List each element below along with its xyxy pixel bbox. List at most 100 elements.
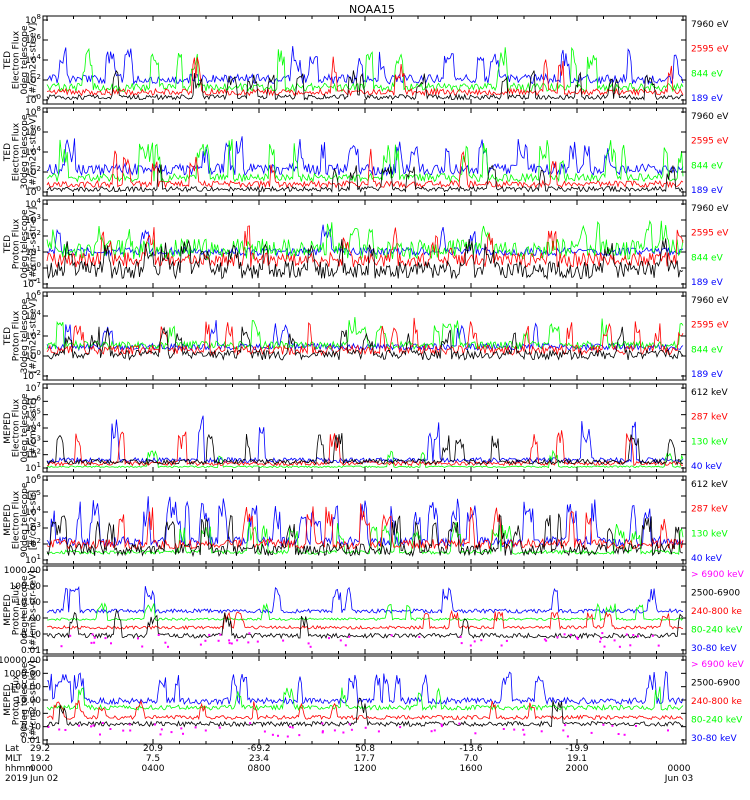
series-magenta-point <box>277 734 279 737</box>
y-tick-label: 100.00 <box>10 582 42 592</box>
x-tick-label: 0000 <box>30 764 53 774</box>
series-magenta-point <box>474 732 477 735</box>
legend-entry: > 6900 keV <box>691 660 745 670</box>
series-black <box>46 433 684 466</box>
y-axis-label: Electron Flux <box>12 122 22 181</box>
series-black <box>46 326 684 361</box>
series-blue <box>46 585 684 615</box>
x-tick-label: 23.4 <box>249 754 269 764</box>
series-blue <box>46 136 684 177</box>
series-magenta-point <box>576 637 579 640</box>
series-green <box>46 449 684 469</box>
series-magenta-point <box>167 645 169 648</box>
series-magenta-point <box>263 730 266 733</box>
y-tick-label: 10000.00 <box>0 656 41 666</box>
legend-entry: 612 keV <box>691 388 728 398</box>
series-magenta-point <box>182 732 184 735</box>
series-magenta-point <box>590 731 593 734</box>
series-magenta-point <box>342 731 345 734</box>
series-magenta-point <box>333 729 336 732</box>
x-tick-label: Jun 03 <box>664 774 693 784</box>
legend-entry: 130 keV <box>691 529 728 539</box>
x-row-label: MLT <box>5 754 23 764</box>
legend-entry: 844 eV <box>691 253 724 263</box>
legend-entry: 612 keV <box>691 480 728 490</box>
x-tick-label: 0800 <box>248 764 271 774</box>
x-tick-label: -13.6 <box>459 744 483 754</box>
y-axis-label: TED <box>3 51 13 70</box>
series-magenta-point <box>545 639 548 642</box>
series-magenta-point <box>523 733 526 736</box>
series-magenta-point <box>208 633 211 636</box>
series-blue <box>46 496 684 548</box>
series-magenta-point <box>109 728 112 730</box>
series-green <box>46 219 684 261</box>
legend-entry: 2595 eV <box>691 229 729 239</box>
legend-entry: 7960 eV <box>691 20 729 30</box>
series-magenta-point <box>247 641 250 644</box>
series-magenta-point <box>321 730 324 733</box>
legend-entry: 189 eV <box>691 186 724 196</box>
series-magenta-point <box>69 634 72 637</box>
series-magenta-point <box>93 636 96 639</box>
series-magenta-point <box>256 640 259 643</box>
series-magenta-point <box>629 644 632 647</box>
x-tick-label: 29.2 <box>30 744 50 754</box>
series-magenta-point <box>632 634 635 636</box>
y-axis-label: 0deg telescope <box>20 209 30 279</box>
series-magenta-point <box>651 634 654 637</box>
series-magenta-point <box>399 726 402 729</box>
legend-entry: 287 keV <box>691 505 728 515</box>
y-axis-label: 0deg telescope <box>20 393 30 463</box>
series-magenta-point <box>564 724 567 727</box>
y-axis-label: MEPED <box>3 594 13 626</box>
x-tick-label: 19.2 <box>30 754 50 764</box>
x-row-label: Lat <box>5 744 20 754</box>
series-magenta-point <box>667 729 669 732</box>
series-magenta-point <box>93 641 96 644</box>
series-magenta-point <box>618 645 621 648</box>
y-axis-label: 0deg telescope <box>20 575 30 645</box>
series-magenta-point <box>228 642 231 645</box>
legend-entry: 287 keV <box>691 413 728 423</box>
series-magenta-point <box>563 633 566 636</box>
series-magenta-point <box>248 632 251 635</box>
series-magenta-point <box>91 633 94 636</box>
legend-entry: 30-80 keV <box>691 734 737 744</box>
series-magenta-point <box>556 636 559 639</box>
series-magenta-point <box>217 639 220 642</box>
y-tick-label: 10.00 <box>15 696 41 706</box>
series-magenta-point <box>99 733 101 736</box>
y-tick-label: 0.10 <box>21 723 41 733</box>
y-axis-label: [#/cm2-s-str-keV] <box>29 660 39 739</box>
y-axis-label: 90deg telescope <box>20 482 30 557</box>
legend-entry: 130 keV <box>691 437 728 447</box>
y-axis-label: 90deg telescope <box>20 662 30 737</box>
y-axis-label: Electron Flux <box>12 490 22 549</box>
series-magenta-point <box>433 729 436 732</box>
series-magenta-point <box>623 733 626 736</box>
panel-7: 0.01 0.10 1.00 10.00 100.00 1000.00 MEPEDProto… <box>3 565 745 656</box>
y-axis-label: [#/cm2-s-str-eV] <box>29 207 39 282</box>
series-magenta-point <box>282 639 285 642</box>
series-magenta-point <box>137 637 139 640</box>
series-red <box>46 225 684 269</box>
series-magenta-point <box>377 730 380 733</box>
y-axis-label: Electron Flux <box>12 398 22 457</box>
y-tick-label: 10.00 <box>15 598 41 608</box>
series-magenta-point <box>141 645 144 648</box>
legend-entry: 30-80 keV <box>691 644 737 654</box>
panel-8: 0.01 0.10 1.00 10.00 100.00 1000.00 10000.00 ME… <box>0 655 745 746</box>
series-magenta-point <box>194 726 197 729</box>
x-tick-label: -19.9 <box>565 744 589 754</box>
y-axis-label: 30deg telescope <box>20 114 30 189</box>
series-magenta-point <box>473 640 476 643</box>
series-black <box>46 697 684 728</box>
y-tick-label: 107 <box>25 381 41 394</box>
y-tick-label: 100.00 <box>10 683 42 693</box>
series-black <box>46 70 684 101</box>
series-magenta-point <box>440 723 443 726</box>
